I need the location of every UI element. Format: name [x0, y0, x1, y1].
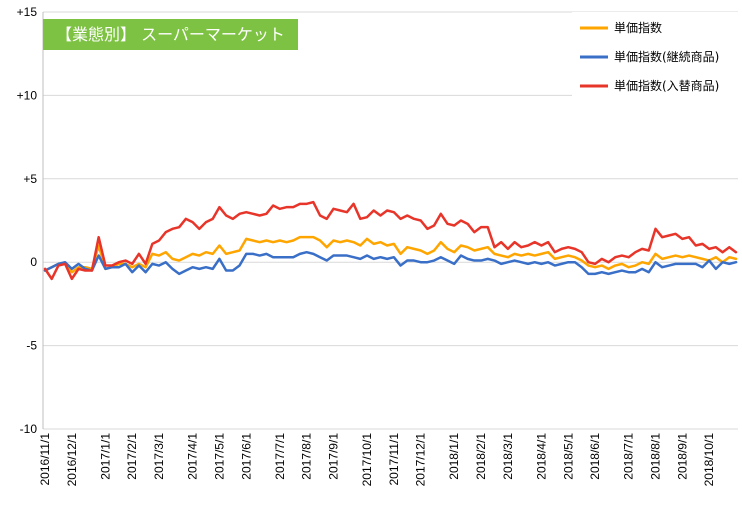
legend-label-3: 単価指数(入替商品) — [614, 78, 719, 93]
y-tick-label: -10 — [20, 422, 38, 436]
x-tick-label: 2018/7/1 — [622, 433, 636, 480]
series-line-2 — [43, 250, 738, 276]
x-axis: 2016/11/1 2016/12/1 2017/1/1 2017/2/1 2017/3… — [38, 433, 716, 487]
x-tick-label: 2018/10/1 — [702, 433, 716, 487]
y-tick-label: +5 — [23, 172, 37, 186]
y-tick-label: +10 — [17, 88, 38, 102]
chart-title: 【業態別】 スーパーマーケット — [56, 25, 285, 44]
x-tick-label: 2017/3/1 — [152, 433, 166, 480]
legend-background — [572, 12, 738, 98]
x-tick-label: 2018/2/1 — [474, 433, 488, 480]
x-tick-label: 2016/11/1 — [38, 433, 52, 486]
series-line-1 — [43, 235, 738, 274]
x-tick-label: 2017/4/1 — [186, 433, 200, 480]
x-tick-label: 2018/8/1 — [648, 433, 662, 480]
x-tick-label: 2017/2/1 — [125, 433, 139, 480]
x-tick-label: 2017/8/1 — [300, 433, 314, 480]
y-tick-label: -5 — [26, 339, 37, 353]
x-tick-label: 2016/12/1 — [65, 433, 79, 487]
x-tick-label: 2018/4/1 — [534, 433, 548, 480]
series-lines — [43, 200, 738, 281]
x-tick-label: 2017/11/1 — [387, 433, 401, 486]
legend-label-2: 単価指数(継続商品) — [614, 49, 719, 64]
x-tick-label: 2018/6/1 — [588, 433, 602, 480]
x-tick-label: 2017/6/1 — [239, 433, 253, 480]
x-tick-label: 2017/9/1 — [326, 433, 340, 480]
legend-label-1: 単価指数 — [614, 20, 662, 35]
y-axis: +15 +10 +5 0 -5 -10 — [17, 5, 44, 436]
x-tick-label: 2017/7/1 — [273, 433, 287, 480]
y-tick-label: +15 — [17, 5, 38, 19]
x-tick-label: 2017/1/1 — [98, 433, 112, 480]
x-tick-label: 2018/9/1 — [675, 433, 689, 480]
x-tick-label: 2018/3/1 — [501, 433, 515, 480]
x-tick-label: 2018/5/1 — [561, 433, 575, 480]
x-tick-label: 2018/1/1 — [447, 433, 461, 480]
x-tick-label: 2017/12/1 — [414, 433, 428, 487]
x-tick-label: 2017/10/1 — [360, 433, 374, 487]
x-tick-label: 2017/5/1 — [212, 433, 226, 480]
series-line-3 — [43, 200, 738, 281]
y-tick-label: 0 — [30, 255, 37, 269]
chart-title-box: 【業態別】 スーパーマーケット — [43, 19, 298, 50]
